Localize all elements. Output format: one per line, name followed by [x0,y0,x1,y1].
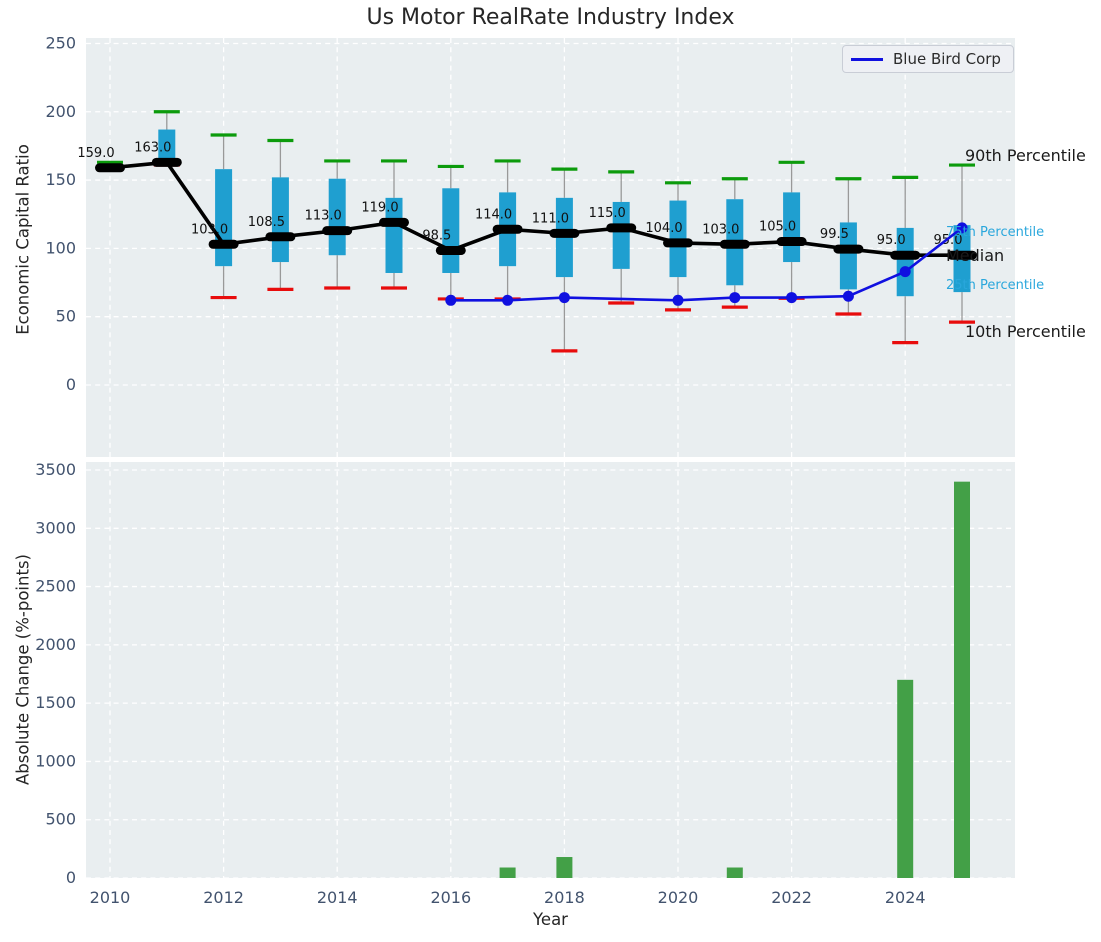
top-y-tick-label: 0 [66,375,76,394]
legend: Blue Bird Corp [842,45,1014,73]
median-marker [833,244,864,254]
median-marker [776,237,807,247]
median-value-label: 119.0 [361,200,398,215]
top-y-tick-label: 150 [45,170,76,189]
change-bar [726,867,743,878]
top-y-tick-label: 50 [56,307,76,326]
median-marker [663,238,693,248]
median-marker [606,223,637,233]
bottom-y-axis-label: Absolute Change (%-points) [13,554,33,785]
legend-line-swatch [851,57,883,61]
company-marker [558,292,570,304]
x-tick-label: 2012 [203,888,244,907]
median-value-label: 95.0 [877,233,906,248]
company-marker [502,294,514,306]
x-tick-label: 2020 [658,888,699,907]
median-marker [208,239,239,249]
annotation-10th-percentile: 10th Percentile [965,322,1086,341]
company-marker [445,294,457,306]
iqr-box [839,222,857,290]
annotation-90th-percentile: 90th Percentile [965,146,1086,165]
annotation-median: Median [946,246,1005,265]
bottom-y-tick-label: 1000 [35,751,76,770]
median-value-label: 159.0 [77,146,114,161]
median-marker [435,245,466,255]
chart-title: Us Motor RealRate Industry Index [366,5,735,30]
x-axis-label: Year [533,910,568,929]
x-tick-label: 2018 [544,888,585,907]
median-marker [492,224,523,234]
median-value-label: 113.0 [305,209,342,224]
bottom-y-tick-label: 2000 [35,635,76,654]
bottom-y-tick-label: 2500 [35,577,76,596]
median-value-label: 163.0 [134,140,171,155]
median-value-label: 103.0 [191,222,228,237]
change-bar [954,481,970,878]
median-line [109,160,962,258]
annotation-75th-percentile: 75th Percentile [946,225,1045,240]
median-value-label: 104.0 [645,221,682,236]
median-value-label: 103.0 [702,222,739,237]
median-marker [890,250,921,260]
iqr-box [896,227,914,297]
bottom-y-tick-label: 1500 [35,693,76,712]
iqr-box [385,197,403,273]
median-marker [265,232,296,242]
bottom-y-tick-label: 3000 [35,518,76,537]
x-tick-label: 2010 [90,888,131,907]
company-marker [956,222,968,234]
median-marker [322,226,353,236]
iqr-box [612,201,630,269]
median-value-label: 115.0 [589,206,626,221]
bottom-y-tick-label: 0 [66,868,76,887]
median-value-label: 98.5 [422,228,451,243]
x-tick-label: 2024 [885,888,926,907]
top-y-axis-label: Economic Capital Ratio [13,144,33,335]
top-y-tick-label: 100 [45,238,76,257]
median-value-label: 108.5 [248,215,285,230]
x-tick-label: 2014 [317,888,358,907]
median-value-label: 99.5 [820,227,849,242]
annotation-25th-percentile: 25th Percentile [946,278,1045,293]
median-value-label: 105.0 [759,220,796,235]
iqr-box [328,178,346,256]
iqr-box [158,129,176,164]
median-marker [379,217,409,227]
median-value-label: 111.0 [532,211,569,226]
median-marker [719,239,750,249]
change-bar [556,857,573,878]
company-line [450,226,963,302]
top-y-tick-label: 250 [45,33,76,52]
bottom-y-tick-label: 3500 [35,460,76,479]
company-marker [729,292,741,304]
change-bar [499,867,516,878]
bottom-y-tick-label: 500 [45,810,76,829]
median-value-label: 114.0 [475,207,512,222]
x-tick-label: 2016 [430,888,471,907]
company-marker [786,292,798,304]
bottom-axes-background [86,462,1015,878]
company-marker [672,294,684,306]
company-marker [842,290,854,302]
change-bar [897,679,914,878]
median-marker [549,228,580,238]
top-y-tick-label: 200 [45,102,76,121]
iqr-box [215,169,233,267]
legend-label: Blue Bird Corp [893,50,1001,68]
median-marker [151,157,182,167]
median-marker [947,250,977,260]
x-tick-label: 2022 [771,888,812,907]
company-marker [899,266,911,278]
median-marker [95,163,125,173]
